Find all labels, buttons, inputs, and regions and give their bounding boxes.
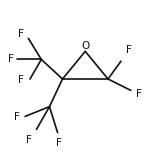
Text: F: F: [136, 89, 142, 99]
Text: F: F: [14, 112, 20, 122]
Text: F: F: [18, 75, 23, 85]
Text: F: F: [26, 135, 32, 145]
Text: F: F: [56, 138, 62, 148]
Text: F: F: [126, 45, 132, 55]
Text: O: O: [81, 41, 89, 51]
Text: F: F: [18, 29, 23, 39]
Text: F: F: [8, 54, 14, 64]
